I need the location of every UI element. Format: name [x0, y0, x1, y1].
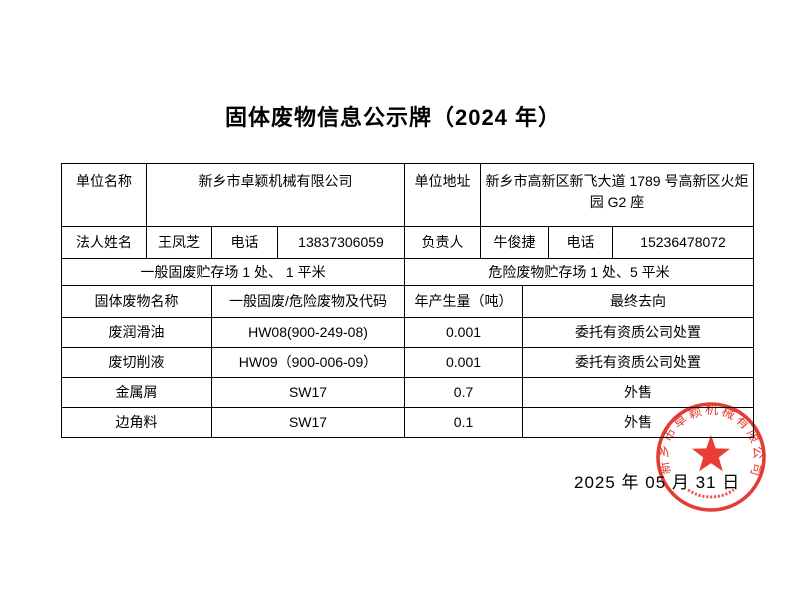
waste-row: 金属屑 SW17 0.7 外售 — [61, 377, 755, 408]
waste-name-cell: 废切削液 — [61, 347, 212, 378]
waste-code-cell: SW17 — [210, 407, 406, 438]
manager-value: 牛俊捷 — [480, 226, 550, 259]
waste-name-cell: 边角料 — [61, 407, 212, 438]
waste-code-header: 一般固废/危险废物及代码 — [210, 285, 406, 318]
waste-row: 废切削液 HW09（900-006-09） 0.001 委托有资质公司处置 — [61, 347, 755, 378]
waste-amount-cell: 0.1 — [404, 407, 524, 438]
unit-row: 单位名称 新乡市卓颖机械有限公司 单位地址 新乡市高新区新飞大道 1789 号高… — [61, 163, 755, 227]
storage-row: 一般固废贮存场 1 处、 1 平米 危险废物贮存场 1 处、5 平米 — [60, 258, 755, 286]
legal-phone-label: 电话 — [211, 226, 278, 259]
manager-phone-value: 15236478072 — [612, 226, 755, 259]
unit-name-value: 新乡市卓颖机械有限公司 — [145, 163, 406, 227]
waste-header-row: 固体废物名称 一般固废/危险废物及代码 年产生量（吨） 最终去向 — [61, 285, 755, 318]
person-row: 法人姓名 王凤芝 电话 13837306059 负责人 牛俊捷 电话 15236… — [61, 226, 755, 259]
waste-amount-cell: 0.001 — [404, 347, 524, 378]
waste-code-cell: HW08(900-249-08) — [210, 317, 406, 348]
waste-name-header: 固体废物名称 — [61, 285, 212, 318]
date-text: 2025 年 05 月 31 日 — [574, 473, 741, 492]
legal-name-value: 王凤芝 — [146, 226, 212, 259]
waste-destination-cell: 委托有资质公司处置 — [522, 317, 755, 348]
waste-name-cell: 金属屑 — [61, 377, 212, 408]
manager-label: 负责人 — [404, 226, 482, 259]
waste-destination-cell: 外售 — [522, 407, 755, 438]
page-title: 固体废物信息公示牌（2024 年） — [224, 105, 562, 130]
unit-name-label: 单位名称 — [61, 163, 147, 227]
waste-amount-header: 年产生量（吨） — [404, 285, 524, 318]
waste-code-cell: HW09（900-006-09） — [210, 347, 406, 378]
waste-destination-header: 最终去向 — [522, 285, 755, 318]
unit-address-value: 新乡市高新区新飞大道 1789 号高新区火炬园 G2 座 — [480, 163, 755, 227]
info-table: 单位名称 新乡市卓颖机械有限公司 单位地址 新乡市高新区新飞大道 1789 号高… — [60, 163, 755, 438]
hazard-storage-cell: 危险废物贮存场 1 处、5 平米 — [404, 258, 755, 286]
stamp-star-icon — [692, 435, 730, 472]
waste-destination-cell: 外售 — [522, 377, 755, 408]
waste-row: 边角料 SW17 0.1 外售 — [61, 407, 755, 438]
waste-row: 废润滑油 HW08(900-249-08) 0.001 委托有资质公司处置 — [61, 317, 755, 348]
general-storage-cell: 一般固废贮存场 1 处、 1 平米 — [60, 258, 406, 286]
waste-name-cell: 废润滑油 — [61, 317, 212, 348]
unit-address-label: 单位地址 — [404, 163, 482, 227]
waste-amount-cell: 0.7 — [404, 377, 524, 408]
waste-code-cell: SW17 — [210, 377, 406, 408]
waste-amount-cell: 0.001 — [404, 317, 524, 348]
legal-phone-value: 13837306059 — [276, 226, 406, 259]
manager-phone-label: 电话 — [548, 226, 614, 259]
waste-destination-cell: 委托有资质公司处置 — [522, 347, 755, 378]
legal-name-label: 法人姓名 — [61, 226, 147, 259]
